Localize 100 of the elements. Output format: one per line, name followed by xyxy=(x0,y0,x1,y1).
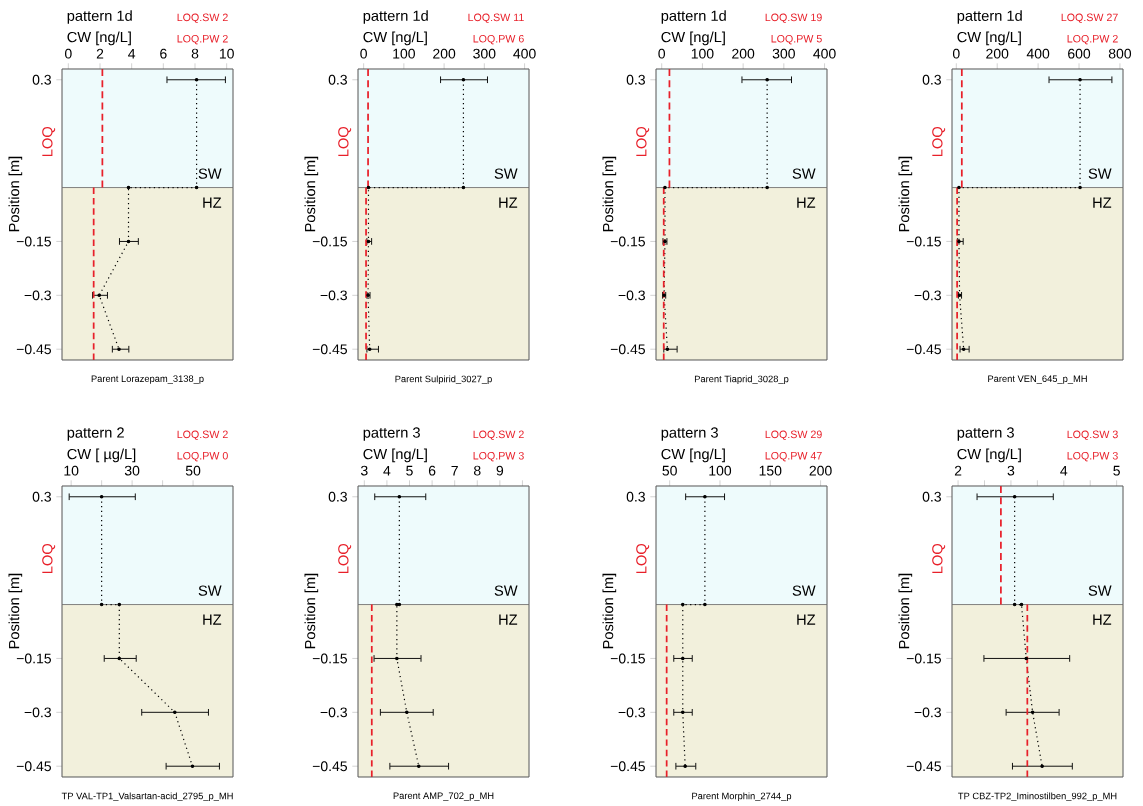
band-label: HZ xyxy=(797,197,816,208)
x-tick-label: 800 xyxy=(1108,48,1132,59)
y-tick-label: −0.15 xyxy=(16,653,52,664)
y-tick-label: 0.3 xyxy=(328,74,347,85)
y-axis-title: Position [m] xyxy=(304,156,319,232)
text: LOQ xyxy=(42,543,56,574)
chart-title: pattern 1d xyxy=(957,10,1022,24)
text: LOQ.SW 27 xyxy=(1061,13,1118,24)
text: Parent Lorazepam_3138_p xyxy=(91,375,204,384)
chart-title: pattern 1d xyxy=(67,10,132,24)
text: LOQ xyxy=(42,126,56,157)
band-label: HZ xyxy=(203,197,222,208)
x-tick-label: 100 xyxy=(393,48,415,59)
y-tick-label: 0.3 xyxy=(32,491,51,502)
x-tick-label: 0 xyxy=(360,48,367,59)
text: Parent VEN_645_p_MH xyxy=(988,375,1087,384)
text: TP VAL-TP1_Valsartan-acid_2795_p_MH xyxy=(61,792,233,802)
band-label: SW xyxy=(792,168,816,179)
y-tick-label: 0.3 xyxy=(922,74,941,85)
y-tick-label: −0.15 xyxy=(16,236,52,247)
text: LOQ xyxy=(636,543,650,574)
y-tick-label: −0.15 xyxy=(312,236,348,247)
y-tick-label: −0.45 xyxy=(16,344,52,355)
band-label: HZ xyxy=(797,614,816,625)
x-tick-label: 0 xyxy=(658,48,666,59)
text: LOQ.PW 47 xyxy=(765,451,822,462)
band-label: HZ xyxy=(1093,197,1112,208)
x-tick-label: 400 xyxy=(513,48,536,59)
chart-title: pattern 3 xyxy=(363,427,420,441)
y-tick-label: 0.3 xyxy=(922,491,941,502)
text: Parent AMP_702_p_MH xyxy=(393,792,494,801)
text: LOQ.SW 2 xyxy=(473,430,524,441)
text: LOQ xyxy=(338,543,352,574)
x-axis-title: CW [ng/L] xyxy=(661,31,725,46)
chart-title: pattern 3 xyxy=(957,427,1014,441)
x-tick-label: 50 xyxy=(185,465,201,476)
text: LOQ.PW 6 xyxy=(473,34,524,45)
band-label: SW xyxy=(1088,585,1112,596)
x-tick-label: 100 xyxy=(709,465,732,476)
x-tick-label: 4 xyxy=(1060,465,1068,476)
text: LOQ.PW 5 xyxy=(771,34,822,45)
x-tick-label: 400 xyxy=(813,48,836,59)
y-tick-label: −0.15 xyxy=(906,653,942,664)
x-axis-title: CW [ng/L] xyxy=(661,448,725,463)
x-tick-label: 2 xyxy=(96,48,104,59)
text: Parent Sulpirid_3027_p xyxy=(395,375,492,385)
text: LOQ xyxy=(636,126,650,157)
chart-title: pattern 3 xyxy=(661,427,718,441)
x-tick-label: 8 xyxy=(473,465,481,476)
x-tick-label: 200 xyxy=(732,48,755,59)
band-label: HZ xyxy=(499,614,518,625)
y-tick-label: −0.45 xyxy=(312,761,348,772)
text: LOQ.PW 2 xyxy=(177,34,228,45)
x-tick-label: 4 xyxy=(383,465,391,476)
text: Parent Tiaprid_3028_p xyxy=(694,375,789,385)
x-tick-label: 400 xyxy=(1026,48,1050,59)
y-axis-title: Position [m] xyxy=(602,156,617,232)
text: LOQ.PW 2 xyxy=(1067,34,1118,45)
x-tick-label: 5 xyxy=(406,465,413,476)
x-tick-label: 3 xyxy=(360,465,368,476)
text: LOQ.SW 3 xyxy=(1067,430,1118,441)
band-label: SW xyxy=(1088,168,1112,179)
x-axis-title: CW [ng/L] xyxy=(67,31,131,46)
x-axis-title: CW [ng/L] xyxy=(363,448,427,463)
band-label: HZ xyxy=(203,614,222,625)
text: TP CBZ-TP2_Iminostilben_992_p_MH xyxy=(958,792,1117,802)
y-tick-label: −0.3 xyxy=(320,707,347,718)
x-tick-label: 6 xyxy=(160,48,167,59)
text: LOQ.SW 2 xyxy=(177,13,228,24)
y-tick-label: −0.3 xyxy=(320,290,347,301)
chart-title: pattern 1d xyxy=(661,10,726,24)
x-axis-title: CW [ng/L] xyxy=(957,448,1021,463)
y-tick-label: 0.3 xyxy=(32,74,51,85)
y-tick-label: 0.3 xyxy=(626,491,645,502)
x-tick-label: 3 xyxy=(1007,465,1015,476)
x-tick-label: 4 xyxy=(128,48,136,59)
x-axis-title: CW [ng/L] xyxy=(363,31,427,46)
y-axis-title: Position [m] xyxy=(898,156,913,232)
text: LOQ.PW 3 xyxy=(473,451,524,462)
band-label: SW xyxy=(792,585,816,596)
band-label: SW xyxy=(198,585,222,596)
y-tick-label: −0.15 xyxy=(610,236,646,247)
x-tick-label: 30 xyxy=(124,465,140,476)
y-tick-label: −0.45 xyxy=(610,761,646,772)
text: LOQ.SW 19 xyxy=(765,13,822,24)
text: LOQ.SW 2 xyxy=(177,430,228,441)
x-axis-title: CW [ng/L] xyxy=(957,31,1021,46)
x-tick-label: 10 xyxy=(219,48,234,59)
y-tick-label: −0.3 xyxy=(24,707,51,718)
band-label: SW xyxy=(198,168,222,179)
band-label: HZ xyxy=(1093,614,1112,625)
x-tick-label: 300 xyxy=(772,48,795,59)
text: LOQ xyxy=(932,126,946,157)
band-label: HZ xyxy=(499,197,518,208)
y-axis-title: Position [m] xyxy=(602,573,617,649)
y-axis-title: Position [m] xyxy=(898,573,913,649)
band-label: SW xyxy=(494,585,518,596)
x-tick-label: 10 xyxy=(64,465,79,476)
y-tick-label: −0.15 xyxy=(312,653,348,664)
x-tick-label: 7 xyxy=(451,465,458,476)
